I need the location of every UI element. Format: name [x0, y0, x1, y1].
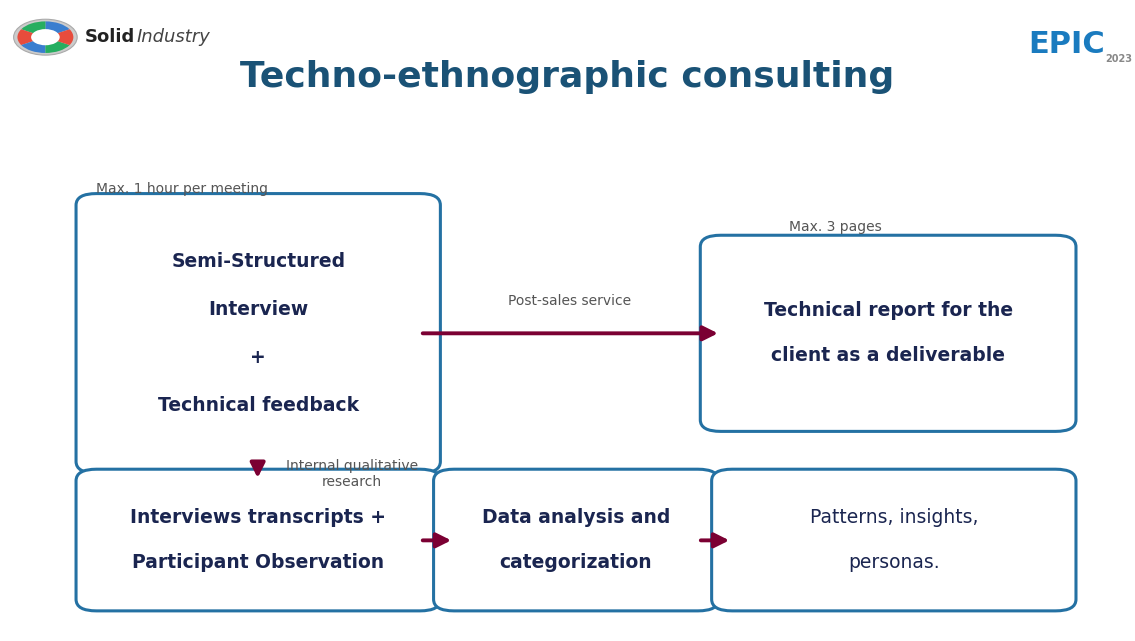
Wedge shape — [45, 29, 74, 45]
Text: Patterns, insights,: Patterns, insights, — [809, 508, 978, 527]
Text: EPIC: EPIC — [1028, 30, 1105, 60]
Wedge shape — [22, 37, 45, 53]
FancyBboxPatch shape — [76, 194, 440, 473]
Text: Data analysis and: Data analysis and — [482, 508, 670, 527]
Text: Semi-Structured: Semi-Structured — [171, 252, 345, 271]
Text: 2023: 2023 — [1105, 54, 1133, 64]
Wedge shape — [22, 21, 45, 37]
Text: Max. 3 pages: Max. 3 pages — [789, 220, 882, 234]
Text: Internal qualitative
research: Internal qualitative research — [286, 459, 418, 490]
Text: Post-sales service: Post-sales service — [508, 294, 631, 308]
Text: Industry: Industry — [136, 28, 210, 46]
FancyBboxPatch shape — [712, 469, 1076, 611]
Wedge shape — [17, 29, 45, 45]
Text: Solid: Solid — [85, 28, 135, 46]
Text: +: + — [251, 348, 266, 367]
Circle shape — [31, 29, 60, 46]
Text: Interview: Interview — [208, 300, 309, 319]
FancyBboxPatch shape — [434, 469, 718, 611]
FancyBboxPatch shape — [76, 469, 440, 611]
Text: Techno-ethnographic consulting: Techno-ethnographic consulting — [241, 60, 894, 94]
Text: Technical report for the: Technical report for the — [764, 301, 1012, 320]
Text: Interviews transcripts +: Interviews transcripts + — [131, 508, 386, 527]
Text: Max. 1 hour per meeting: Max. 1 hour per meeting — [96, 181, 269, 196]
Wedge shape — [45, 21, 69, 37]
Text: personas.: personas. — [848, 553, 940, 572]
Circle shape — [14, 19, 77, 55]
Text: client as a deliverable: client as a deliverable — [771, 346, 1006, 365]
Text: categorization: categorization — [499, 553, 653, 572]
Wedge shape — [45, 37, 69, 53]
Text: Participant Observation: Participant Observation — [132, 553, 385, 572]
Text: Technical feedback: Technical feedback — [158, 396, 359, 415]
FancyBboxPatch shape — [700, 235, 1076, 431]
